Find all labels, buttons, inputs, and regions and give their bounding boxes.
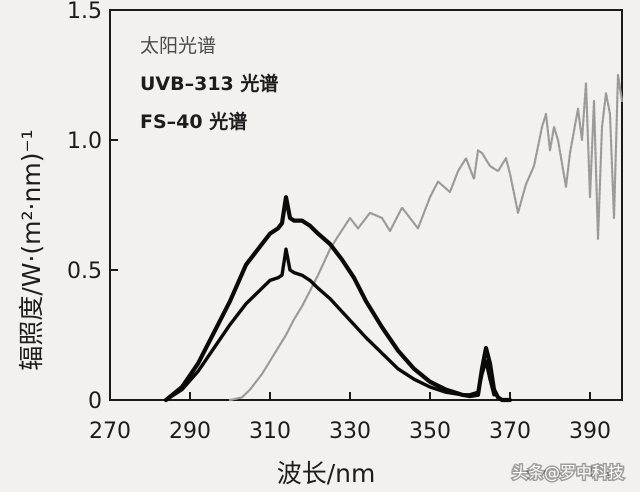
legend-item-fs40: FS–40 光谱 (140, 110, 247, 133)
plot-area (109, 9, 623, 401)
series-solar-line (228, 73, 624, 402)
y-axis-label: 辐照度/W·(m²·nm)⁻¹ (17, 129, 46, 370)
watermark: 头条@罗中科技 (510, 462, 625, 484)
legend-item-solar: 太阳光谱 (140, 35, 216, 57)
x-tick-label: 270 (89, 419, 131, 444)
y-axis-ticks: 0 0.5 1.0 1.5 (67, 0, 118, 414)
y-tick-label: 0 (88, 389, 102, 414)
y-tick-label: 1.5 (67, 0, 102, 24)
series-layer (163, 73, 624, 403)
series-fs40-line (164, 247, 496, 402)
x-tick-label: 290 (169, 419, 211, 444)
legend-item-uvb313: UVB–313 光谱 (140, 72, 278, 95)
x-tick-label: 370 (489, 419, 531, 444)
y-tick-label: 0.5 (67, 259, 102, 284)
x-tick-label: 310 (249, 419, 291, 444)
x-tick-label: 350 (409, 419, 451, 444)
legend: 太阳光谱 UVB–313 光谱 FS–40 光谱 (140, 35, 278, 133)
x-axis-ticks: 270 290 310 330 350 370 390 (89, 392, 611, 444)
y-tick-label: 1.0 (67, 129, 102, 154)
series-uvb313-line (163, 195, 513, 403)
watermark-text: 头条@罗中科技 (512, 463, 624, 482)
x-tick-label: 330 (329, 419, 371, 444)
x-axis-label: 波长/nm (277, 459, 376, 488)
x-tick-label: 390 (569, 419, 611, 444)
